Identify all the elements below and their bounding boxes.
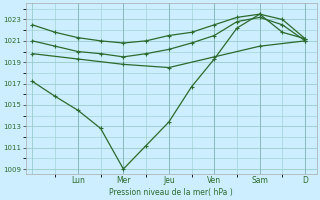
X-axis label: Pression niveau de la mer( hPa ): Pression niveau de la mer( hPa )	[109, 188, 233, 197]
